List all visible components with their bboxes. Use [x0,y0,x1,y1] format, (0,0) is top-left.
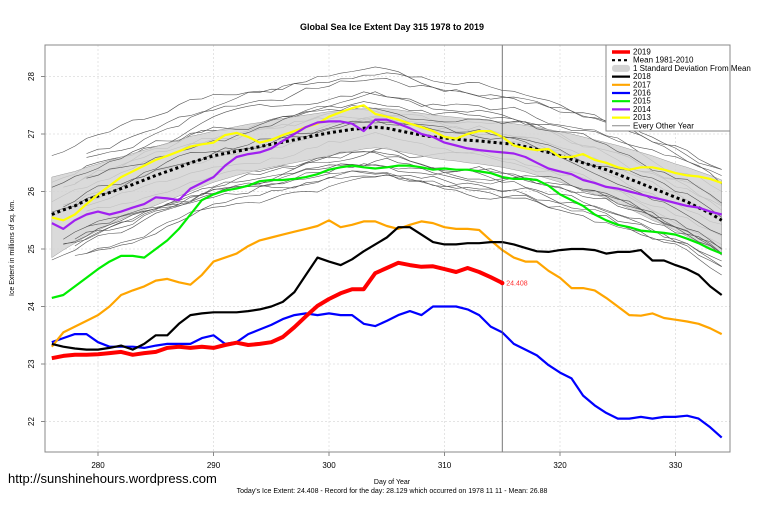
legend-label: Every Other Year [633,121,694,130]
series-lines [50,104,723,439]
std-dev-band [51,107,722,259]
annotation-dot [500,280,505,286]
x-axis-label: Day of Year [374,479,411,486]
other-year-line [51,91,722,204]
y-tick-label: 26 [27,187,36,196]
legend-swatch [612,64,630,72]
x-axis: 280 290 300 310 320 330 [91,452,683,470]
y-tick-label: 28 [27,72,36,81]
other-year-line [74,163,722,262]
legend-label: 1 Standard Deviation From Mean [633,64,751,73]
legend-label: 2019 [633,48,651,57]
x-tick-label: 280 [91,461,105,470]
legend-label: 2013 [633,113,651,122]
x-tick-label: 330 [669,461,683,470]
other-year-line [74,174,722,276]
other-year-line [51,120,722,218]
legend-label: 2014 [633,105,651,114]
y-axis-label: Ice Extent in millions of sq. km. [9,200,16,296]
series-line-2013 [51,104,723,222]
legend-label: 2016 [633,89,651,98]
legend-label: 2015 [633,97,651,106]
other-year-line [51,170,722,267]
x-tick-label: 290 [207,461,221,470]
other-year-line [86,174,722,267]
series-line-2017 [50,219,723,348]
other-year-line [86,105,722,185]
legend-label: Mean 1981-2010 [633,56,694,65]
legend-label: 2018 [633,72,651,81]
y-tick-label: 24 [27,302,36,311]
y-tick-label: 23 [27,359,36,368]
y-axis: 22 23 24 25 26 27 28 [27,72,45,426]
chart-title: Global Sea Ice Extent Day 315 1978 to 20… [300,22,484,32]
other-year-line [63,170,722,254]
y-tick-label: 25 [27,244,36,253]
x-tick-label: 320 [553,461,567,470]
x-tick-label: 300 [322,461,336,470]
watermark: http://sunshinehours.wordpress.com [8,471,217,486]
legend-label: 2017 [633,80,651,89]
series-line-2014 [51,118,722,230]
series-line-2019 [51,260,504,361]
y-tick-label: 27 [27,129,36,138]
mean-line [51,125,723,222]
series-line-2015 [51,164,723,299]
y-tick-label: 22 [27,417,36,426]
other-year-line [86,157,722,250]
subtitle: Today's Ice Extent: 24.408 - Record for … [237,488,548,495]
annotation-label: 24.408 [506,281,528,288]
x-tick-label: 310 [438,461,452,470]
series-line-2018 [51,226,723,351]
series-line-2016 [51,305,723,439]
other-year-line [63,151,722,254]
